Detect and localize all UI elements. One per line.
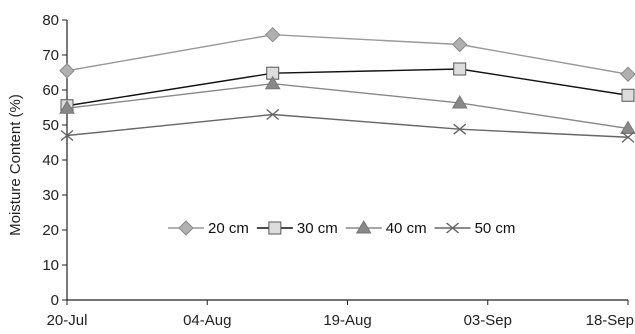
legend-item: 40 cm [345, 220, 427, 237]
legend-marker [178, 220, 194, 236]
y-tick-label: 20 [42, 222, 59, 239]
y-axis-ticks: 0 10 20 30 40 50 60 70 80 [42, 12, 67, 309]
legend-item: 50 cm [434, 220, 516, 237]
series-20-cm [59, 26, 635, 82]
y-tick-label: 50 [42, 117, 59, 134]
data-point [620, 120, 635, 134]
axes [66, 20, 628, 301]
series-30-cm [60, 62, 635, 113]
y-tick-label: 60 [42, 82, 59, 99]
legend-label: 30 cm [297, 220, 338, 237]
data-point [621, 88, 635, 102]
legend: 20 cm 30 cm 40 cm 50 cm [168, 220, 515, 237]
legend-item: 20 cm [168, 220, 249, 237]
data-point [264, 75, 281, 90]
legend-label: 20 cm [208, 220, 249, 237]
data-point [453, 62, 467, 76]
data-point [59, 100, 75, 114]
x-tick-label: 19-Aug [323, 312, 371, 329]
x-tick-label: 20-Jul [47, 312, 88, 329]
y-tick-label: 70 [42, 47, 59, 64]
data-point [453, 123, 467, 135]
y-tick-label: 30 [42, 187, 59, 204]
legend-marker [446, 222, 460, 234]
x-tick-label: 18-Sep [586, 312, 634, 329]
x-tick-label: 03-Sep [464, 312, 512, 329]
y-axis-title: Moisture Content (%) [7, 94, 24, 236]
data-point [620, 66, 635, 82]
legend-item: 30 cm [256, 220, 338, 237]
y-tick-label: 40 [42, 152, 59, 169]
x-axis-ticks: 20-Jul 04-Aug 19-Aug 03-Sep 18-Sep [47, 300, 634, 329]
series-line [66, 82, 629, 130]
series-line [66, 113, 629, 138]
legend-label: 40 cm [386, 220, 427, 237]
data-point [264, 26, 281, 43]
legend-label: 50 cm [475, 220, 516, 237]
y-tick-label: 10 [42, 257, 59, 274]
data-point [451, 94, 468, 109]
legend-marker [355, 220, 372, 234]
legend-marker [268, 221, 282, 235]
series-layer [59, 26, 635, 143]
data-point [59, 63, 75, 79]
data-point [621, 131, 635, 143]
series-line [66, 33, 629, 75]
series-50-cm [60, 108, 635, 143]
series-line [66, 68, 629, 107]
series-40-cm [59, 75, 635, 134]
data-point [60, 129, 74, 142]
data-point [451, 36, 468, 53]
x-tick-label: 04-Aug [183, 312, 231, 329]
y-tick-label: 80 [42, 12, 59, 29]
data-point [266, 108, 280, 121]
y-tick-label: 0 [51, 292, 59, 309]
